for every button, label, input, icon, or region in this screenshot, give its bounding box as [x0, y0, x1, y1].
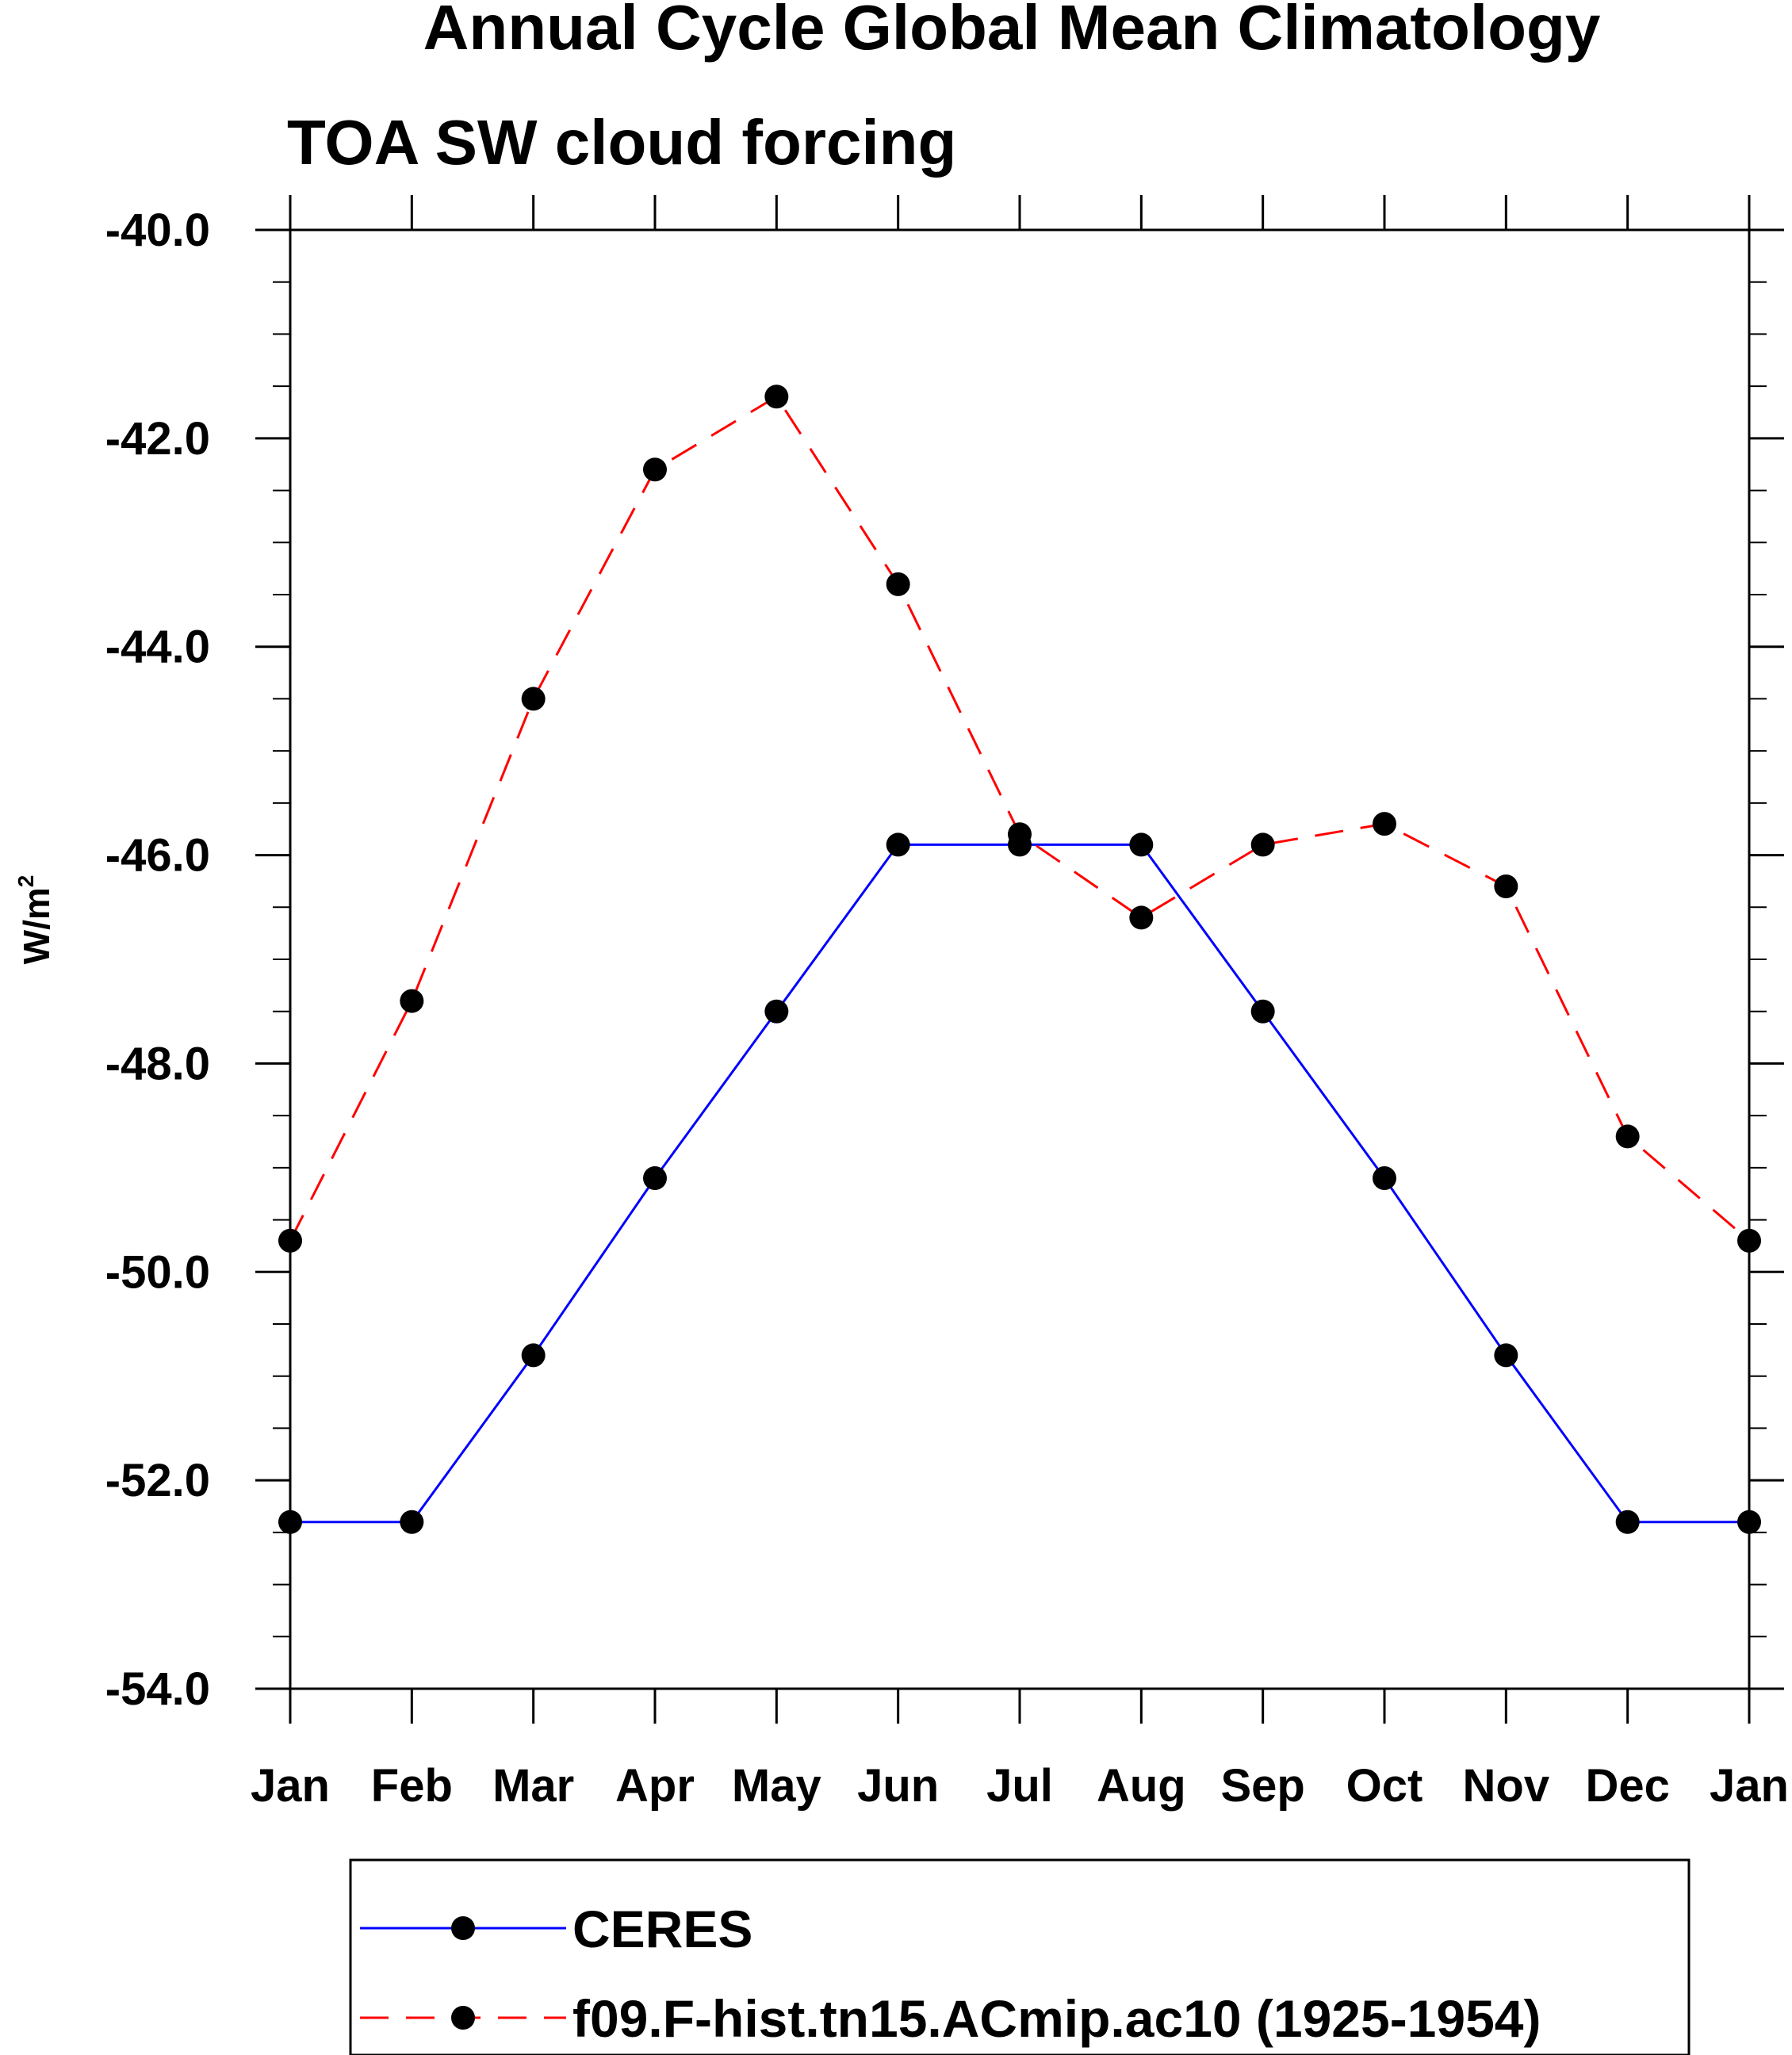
data-point: [400, 1510, 424, 1534]
data-point: [1615, 1510, 1640, 1534]
y-axis-label-base: W/m: [16, 887, 57, 964]
plot-border: [289, 228, 1751, 1690]
legend-label: f09.F-hist.tn15.ACmip.ac10 (1925-1954): [572, 1989, 1541, 2048]
y-tick-label: -42.0: [105, 413, 210, 465]
series-line: [290, 843, 1749, 1524]
x-tick-label: Apr: [615, 1760, 695, 1812]
data-point: [1373, 1166, 1396, 1190]
data-point: [643, 457, 667, 482]
x-tick-label: Feb: [371, 1760, 453, 1812]
data-point: [278, 1510, 302, 1534]
y-tick-labels: -54.0 -52.0 -50.0 -48.0 -46.0 -44.0 -42.0 -40.0: [105, 205, 210, 1715]
data-point: [1494, 874, 1518, 898]
data-point: [1494, 1343, 1518, 1368]
data-point: [278, 1228, 302, 1253]
x-tick-label: Dec: [1585, 1760, 1669, 1812]
series-line: [289, 395, 1750, 1242]
data-point: [1373, 812, 1396, 836]
data-point: [1250, 832, 1275, 857]
legend: CERES f09.F-hist.tn15.ACmip.ac10 (1925-19…: [349, 1858, 1691, 2055]
y-tick-label: -48.0: [105, 1038, 210, 1089]
data-point: [643, 1166, 667, 1190]
data-point: [1250, 999, 1275, 1024]
y-tick-label: -50.0: [105, 1246, 210, 1298]
data-point: [1615, 1124, 1640, 1149]
legend-box: [349, 1858, 1691, 2055]
legend-marker: [451, 2006, 475, 2030]
data-point: [521, 687, 546, 711]
x-tick-label: Nov: [1463, 1760, 1550, 1812]
data-point: [886, 572, 910, 596]
y-tick-label: -52.0: [105, 1455, 210, 1506]
data-point: [400, 989, 424, 1013]
data-point: [1737, 1510, 1761, 1534]
series: [278, 385, 1761, 1534]
x-tick-label: Oct: [1346, 1760, 1423, 1812]
axis-ticks: [255, 195, 1784, 1724]
x-tick-label: Mar: [492, 1760, 574, 1812]
data-point: [764, 385, 789, 409]
y-axis-label-superscript: 2: [13, 875, 38, 888]
series-1: [278, 832, 1761, 1534]
data-point: [1737, 1228, 1761, 1253]
x-tick-label: May: [732, 1760, 821, 1812]
data-point: [521, 1343, 546, 1368]
data-point: [1129, 905, 1154, 930]
data-point: [1129, 832, 1154, 857]
y-axis-label: W/m2: [13, 875, 57, 965]
legend-label: CERES: [572, 1900, 752, 1958]
y-tick-label: -44.0: [105, 622, 210, 673]
x-tick-label: Sep: [1220, 1760, 1304, 1812]
chart-title: Annual Cycle Global Mean Climatology: [423, 0, 1601, 63]
x-tick-label: Jul: [986, 1760, 1053, 1812]
y-tick-label: -54.0: [105, 1663, 210, 1715]
x-tick-label: Aug: [1097, 1760, 1186, 1812]
x-tick-label: Jun: [857, 1760, 939, 1812]
data-point: [764, 999, 789, 1024]
y-tick-label: -40.0: [105, 205, 210, 256]
legend-marker: [451, 1916, 475, 1940]
x-tick-labels: Jan Feb Mar Apr May Jun Jul Aug Sep Oct Nov Dec Jan: [251, 1760, 1789, 1812]
y-tick-label: -46.0: [105, 830, 210, 882]
chart-subtitle: TOA SW cloud forcing: [287, 107, 956, 178]
data-point: [886, 832, 910, 857]
x-tick-label: Jan: [1710, 1760, 1789, 1812]
plot-frame: [289, 228, 1751, 1690]
data-point: [1008, 822, 1032, 847]
x-tick-label: Jan: [251, 1760, 330, 1812]
series-2: [278, 385, 1761, 1253]
